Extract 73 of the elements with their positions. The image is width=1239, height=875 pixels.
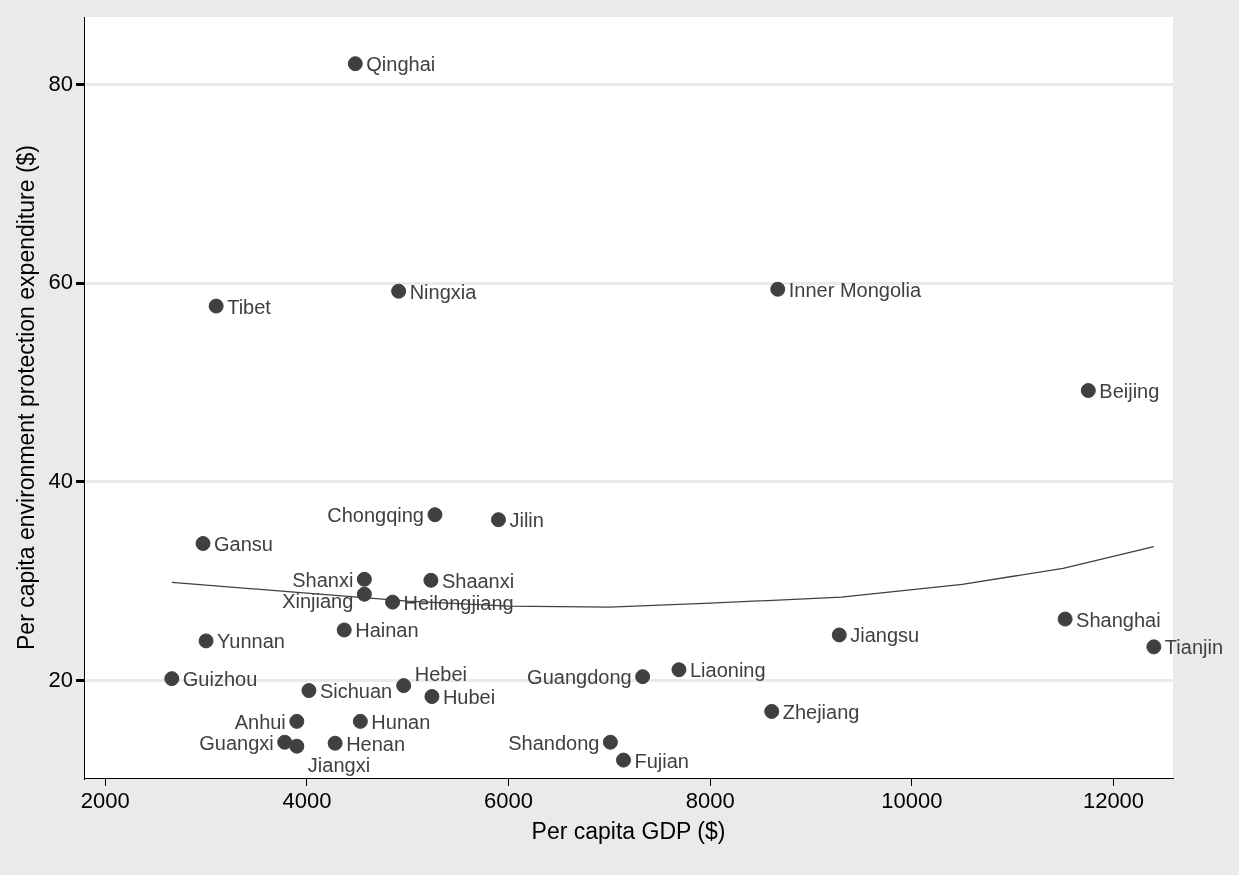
annotation: Jilin <box>509 509 544 532</box>
annotation: Guizhou <box>182 668 258 691</box>
point <box>391 283 407 299</box>
point <box>327 735 343 751</box>
x-axis-title: Per capita GDP ($) <box>531 817 726 844</box>
annotation: Fujian <box>634 749 689 772</box>
annotation: Qinghai <box>366 53 436 76</box>
point <box>396 678 412 694</box>
point <box>277 734 293 750</box>
y-axis-title: Per capita environment protection expenditure ($) <box>13 144 40 651</box>
annotation: Anhui <box>234 710 286 733</box>
point <box>1080 383 1096 399</box>
annotation: Shanxi <box>292 568 354 591</box>
point <box>615 752 631 768</box>
point <box>764 703 780 719</box>
annotation: Jiangsu <box>850 624 920 647</box>
point <box>770 281 786 297</box>
annotation: Hainan <box>355 619 419 642</box>
annotation: Hunan <box>371 710 431 733</box>
y-tick-label: 20 <box>48 666 74 692</box>
annotation: Inner Mongolia <box>788 278 922 301</box>
point <box>385 594 401 610</box>
point <box>424 689 440 705</box>
point <box>301 683 317 699</box>
x-tick-label: 2000 <box>80 788 130 814</box>
annotation: Gansu <box>214 533 273 556</box>
x-tick-label: 6000 <box>484 788 534 814</box>
annotation: Beijing <box>1099 380 1160 403</box>
point <box>671 662 687 678</box>
annotation: Ningxia <box>409 280 478 303</box>
annotation: Yunnan <box>217 630 285 653</box>
annotation: Henan <box>346 732 406 755</box>
annotation: Guangdong <box>527 666 632 689</box>
annotation: Tianjin <box>1164 636 1224 659</box>
x-tick-label: 10000 <box>881 788 943 814</box>
annotation: Shaanxi <box>441 569 515 592</box>
point <box>423 572 439 588</box>
point <box>336 622 352 638</box>
annotation: Shanghai <box>1076 608 1161 631</box>
point <box>356 571 372 587</box>
annotation: Liaoning <box>689 659 766 682</box>
annotation: Sichuan <box>319 680 393 703</box>
point <box>427 507 443 523</box>
x-tick-label: 8000 <box>685 788 735 814</box>
y-tick-label: 80 <box>48 70 74 96</box>
point <box>289 738 305 754</box>
point <box>635 669 651 685</box>
point <box>195 536 211 552</box>
point <box>347 56 363 72</box>
y-tick-label: 60 <box>48 269 74 295</box>
annotation: Tibet <box>227 295 272 318</box>
annotation: Zhejiang <box>782 700 860 723</box>
point <box>208 298 224 314</box>
point <box>831 627 847 643</box>
annotation: Shandong <box>508 731 600 754</box>
point <box>490 512 506 528</box>
x-tick-label: 4000 <box>282 788 332 814</box>
point <box>1146 639 1162 655</box>
annotation: Chongqing <box>327 504 424 527</box>
point <box>1057 611 1073 627</box>
annotation: Hebei <box>414 663 467 686</box>
point <box>289 713 305 729</box>
point <box>352 713 368 729</box>
annotation: Xinjiang <box>282 589 354 612</box>
annotation: Jiangxi <box>307 753 371 776</box>
annotation: Guangxi <box>199 731 274 754</box>
point <box>198 633 214 649</box>
point <box>602 734 618 750</box>
point <box>356 586 372 602</box>
annotation: Hubei <box>442 686 496 709</box>
y-tick-label: 40 <box>48 468 74 494</box>
point <box>164 671 180 687</box>
x-tick-label: 12000 <box>1082 788 1145 814</box>
